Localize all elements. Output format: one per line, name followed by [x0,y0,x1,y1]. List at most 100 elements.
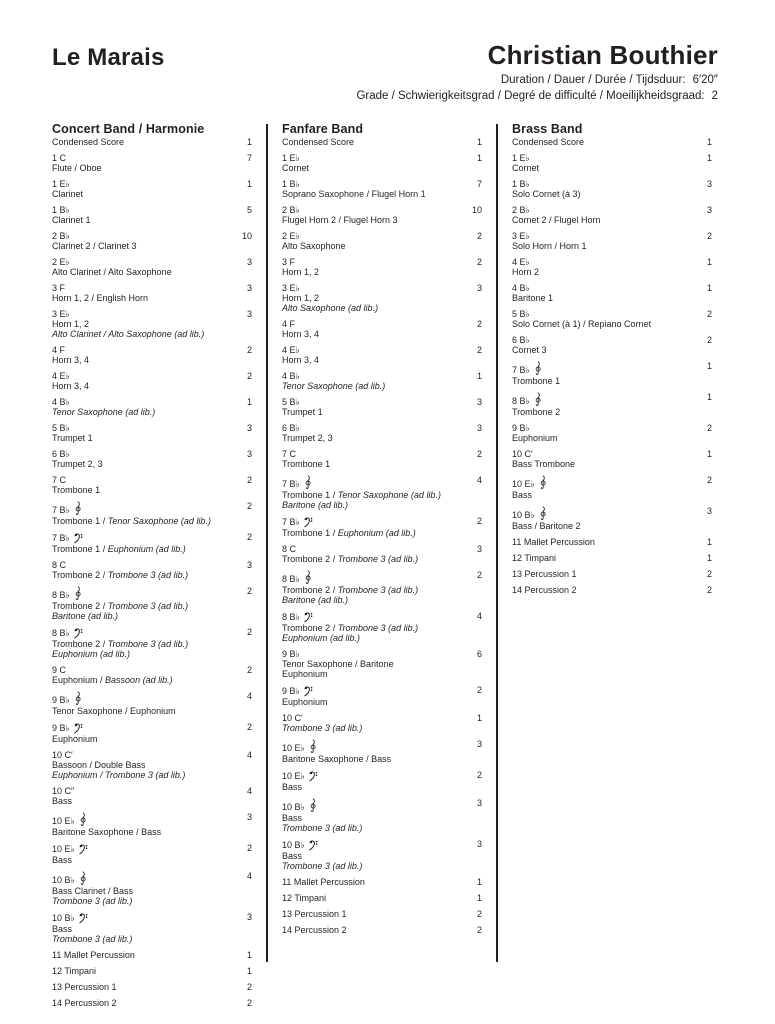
instrument-line: Trombone 1 / Euphonium (ad lib.) [52,544,186,554]
part-row: 11 Mallet Percussion 1 [282,877,482,887]
copy-count: 2 [476,909,482,919]
copy-count: 2 [246,501,252,511]
instrument-line: Cornet 2 / Flugel Horn [512,215,601,225]
part-designation: 7 C [52,475,67,485]
copy-count: 1 [706,257,712,267]
copy-count: 3 [706,205,712,215]
part-designation: 7 B♭ [52,501,230,516]
instrument-line: Clarinet 1 [52,215,91,225]
part-designation: 3 F [282,257,296,267]
instrument-line: Cornet 3 [512,345,547,355]
instrument-line: Bass [52,924,73,934]
instrument-line: Horn 1, 2 / English Horn [52,293,149,303]
part-designation: 10 C′ [282,713,303,723]
part-row: 1 B♭ Solo Cornet (à 3) 3 [512,179,712,199]
part-row: 4 F Horn 3, 4 2 [52,345,252,365]
part-row: 2 B♭ Clarinet 2 / Clarinet 3 10 [52,231,252,251]
part-row: 2 B♭ Cornet 2 / Flugel Horn 3 [512,205,712,225]
copy-count: 4 [246,871,252,881]
column-title: Brass Band [512,122,583,136]
copy-count: 1 [706,537,712,547]
copy-count: 2 [476,319,482,329]
grade-line: Grade / Schwierigkeitsgrad / Degré de di… [356,89,718,103]
part-designation: 1 E♭ [282,153,300,163]
part-designation: 4 F [282,319,296,329]
copy-count: 3 [246,812,252,822]
copy-count: 2 [246,345,252,355]
part-row: 3 F Horn 1, 2 2 [282,257,482,277]
part-row: 14 Percussion 2 2 [512,585,712,595]
instrument-line: Trombone 2 / Trombone 3 (ad lib.) [282,554,419,564]
instrument-line: Baritone (ad lib.) [282,500,349,510]
part-row: 1 E♭ Cornet 1 [512,153,712,173]
instrument-line: Bass / Baritone 2 [512,521,581,531]
copy-count: 3 [476,283,482,293]
column-title: Fanfare Band [282,122,364,136]
header-right: Christian Bouthier Duration / Dauer / Du… [356,40,718,103]
part-designation: 2 E♭ [282,231,300,241]
part-row: 8 B♭ Trombone 2 / Trombone 3 (ad lib.) Ba… [282,570,482,605]
copy-count: 3 [246,449,252,459]
part-row: 8 B♭ Trombone 2 / Trombone 3 (ad lib.) Eu… [52,627,252,659]
part-row: 3 E♭ Horn 1, 2 Alto Saxophone (ad lib.) 3 [282,283,482,313]
part-designation: 4 E♭ [52,371,70,381]
instrument-line: Solo Horn / Horn 1 [512,241,587,251]
instrument-line: Trombone 2 / Trombone 3 (ad lib.) [52,601,189,611]
copy-count: 2 [246,475,252,485]
instrument-line: Horn 3, 4 [52,355,90,365]
instrument-line: Bass [52,796,73,806]
part-designation: 3 E♭ [512,231,530,241]
piece-title: Le Marais [52,44,165,71]
copy-count: 2 [476,770,482,780]
part-row: 5 B♭ Solo Cornet (à 1) / Repiano Cornet 2 [512,309,712,329]
part-row: 10 B♭ Bass / Baritone 2 3 [512,506,712,531]
instrument-line: Trombone 1 [52,485,101,495]
treble-clef-icon [535,361,541,375]
part-designation: 8 C [282,544,297,554]
instrument-line: Bass Clarinet / Bass [52,886,134,896]
copy-count: 2 [706,309,712,319]
part-designation: 7 B♭ [282,516,460,528]
part-designation: 10 E♭ [282,739,460,754]
instrument-line: Trumpet 2, 3 [52,459,103,469]
duration-value: 6′20″ [692,74,718,86]
bass-clef-icon [309,840,318,851]
copy-count: 2 [246,843,252,853]
instrument-line: Bassoon / Double Bass [52,760,146,770]
instrument-line: Trombone 3 (ad lib.) [52,896,133,906]
column-fanfare-band: Fanfare Band Condensed Score 1 1 E♭ Cornet 1 1… [282,123,482,1014]
instrument-line: Alto Clarinet / Alto Saxophone (ad lib.) [52,329,205,339]
part-row: 10 E♭ Baritone Saxophone / Bass 3 [52,812,252,837]
instrument-line: Euphonium [512,433,558,443]
part-designation: 5 B♭ [282,397,300,407]
part-designation: 10 E♭ [282,770,460,782]
copy-count: 1 [476,371,482,381]
part-designation: 9 B♭ [282,649,300,659]
part-designation: 5 B♭ [52,423,70,433]
grade-label: Grade / Schwierigkeitsgrad / Degré de di… [356,90,705,102]
treble-clef-icon [540,475,546,489]
copy-count: 1 [706,449,712,459]
copy-count: 2 [706,231,712,241]
column-brass-band: Brass Band Condensed Score 1 1 E♭ Cornet 1 1 B… [512,123,712,1014]
instrument-line: Euphonium (ad lib.) [282,633,361,643]
copy-count: 1 [706,361,712,371]
instrument-line: Tenor Saxophone / Euphonium [52,706,176,716]
instrument-line: Trombone 3 (ad lib.) [52,934,133,944]
instrument-line: Euphonium [282,669,328,679]
part-designation: 11 Mallet Percussion [512,537,595,547]
part-row: 6 B♭ Trumpet 2, 3 3 [52,449,252,469]
bass-clef-icon [309,771,318,782]
copy-count: 1 [706,392,712,402]
instrument-line: Flugel Horn 2 / Flugel Horn 3 [282,215,398,225]
instrument-line: Bass [282,851,303,861]
instrument-line: Trombone 3 (ad lib.) [282,861,363,871]
instrument-line: Bass [52,855,73,865]
instrument-line: Euphonium (ad lib.) [52,649,131,659]
copy-count: 1 [476,877,482,887]
instrument-line: Euphonium / Bassoon (ad lib.) [52,675,173,685]
part-designation: 1 E♭ [52,179,70,189]
part-row: 7 B♭ Trombone 1 1 [512,361,712,386]
part-designation: 4 B♭ [52,397,70,407]
